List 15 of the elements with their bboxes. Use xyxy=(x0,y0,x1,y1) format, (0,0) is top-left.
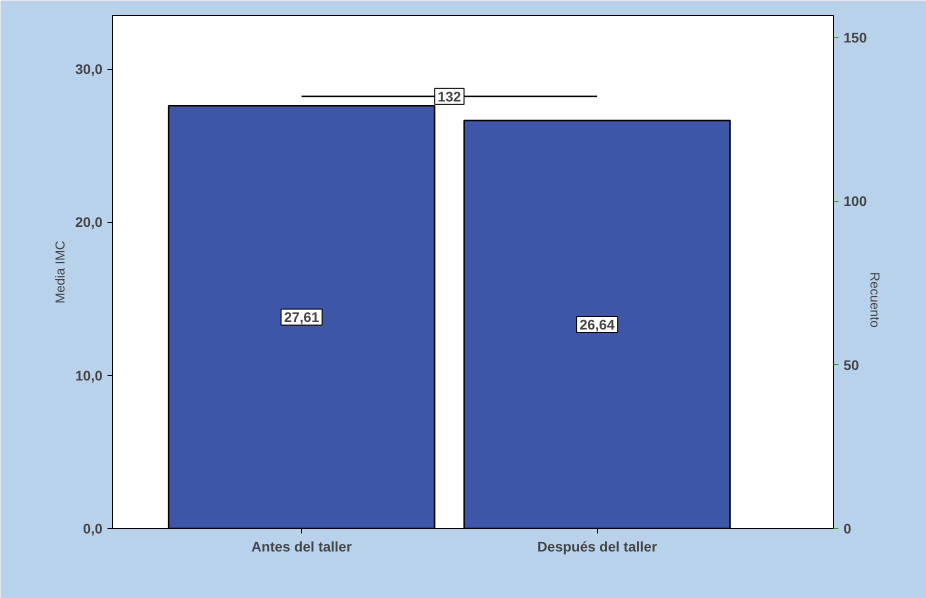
y2-tick-label: 100 xyxy=(844,193,868,210)
data-label: 26,64 xyxy=(580,316,615,333)
y2-tick-label: 50 xyxy=(844,356,860,373)
y-tick-label: 30,0 xyxy=(75,61,103,78)
x-tick-label: Antes del taller xyxy=(251,538,352,554)
data-label: 27,61 xyxy=(284,309,320,326)
x-tick-label: Después del taller xyxy=(537,538,658,554)
annotation: 132 xyxy=(438,88,462,104)
y-tick-label: 20,0 xyxy=(75,214,103,230)
y-tick-label: 0,0 xyxy=(83,520,103,536)
y-axis-title: Media IMC xyxy=(52,240,68,304)
y-tick-label: 10,0 xyxy=(75,367,103,384)
y2-tick-label: 150 xyxy=(844,29,868,46)
y2-axis-title: Recuento xyxy=(867,272,882,328)
y2-tick-label: 0 xyxy=(844,520,852,536)
